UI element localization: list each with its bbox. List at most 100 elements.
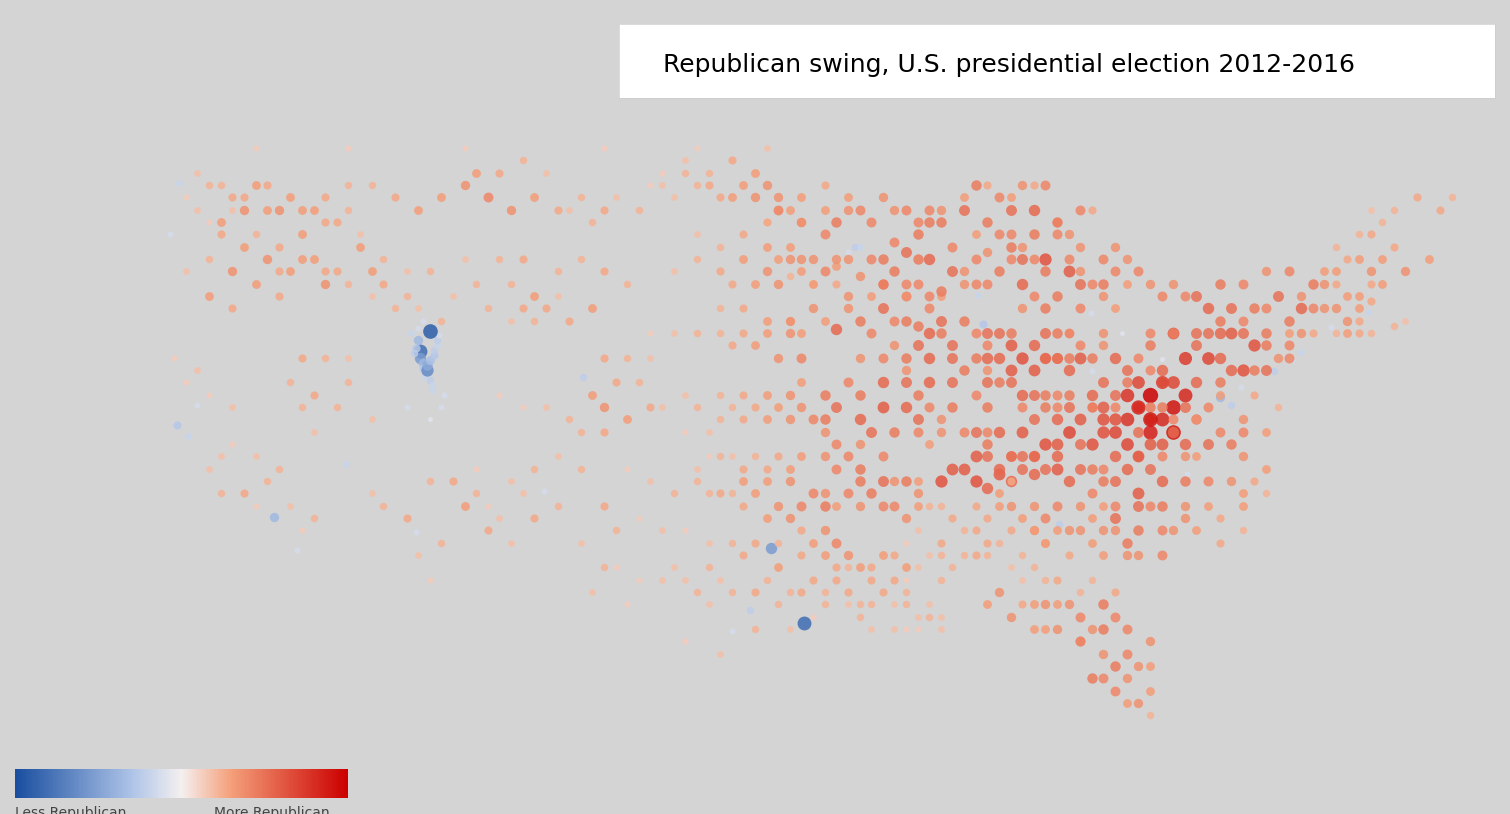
Point bbox=[951, 549, 975, 562]
Point bbox=[557, 413, 581, 426]
Point bbox=[1092, 400, 1116, 414]
Point bbox=[411, 361, 435, 374]
Point bbox=[894, 351, 918, 364]
Point bbox=[871, 376, 895, 389]
Point bbox=[720, 190, 744, 204]
Point bbox=[971, 317, 995, 330]
Point bbox=[963, 326, 988, 339]
Point bbox=[1102, 351, 1126, 364]
Point bbox=[429, 400, 453, 414]
Point bbox=[1092, 252, 1116, 265]
Point bbox=[580, 585, 604, 598]
Point bbox=[627, 376, 651, 389]
Point bbox=[1126, 524, 1151, 537]
Point bbox=[1033, 536, 1057, 549]
Point bbox=[1092, 425, 1116, 438]
Point bbox=[1139, 425, 1163, 438]
Point bbox=[696, 178, 720, 191]
Point bbox=[1320, 320, 1344, 333]
Point bbox=[406, 322, 430, 335]
Point bbox=[824, 277, 849, 290]
Point bbox=[1173, 290, 1197, 303]
Point bbox=[941, 339, 965, 352]
Point bbox=[1149, 376, 1173, 389]
Point bbox=[1068, 277, 1092, 290]
Point bbox=[569, 190, 593, 204]
Point bbox=[1114, 672, 1139, 685]
Point bbox=[1161, 400, 1185, 414]
Point bbox=[592, 351, 616, 364]
Point bbox=[1126, 487, 1151, 500]
Point bbox=[406, 549, 430, 562]
Point bbox=[988, 351, 1012, 364]
Point bbox=[415, 358, 439, 371]
Point bbox=[929, 413, 953, 426]
Point bbox=[186, 166, 210, 179]
Point bbox=[233, 487, 257, 500]
Point bbox=[337, 351, 361, 364]
Point bbox=[186, 399, 210, 412]
Point bbox=[1033, 623, 1057, 636]
Point bbox=[403, 341, 427, 354]
Point bbox=[1110, 326, 1134, 339]
Point bbox=[545, 204, 569, 217]
Point bbox=[951, 265, 975, 278]
Point bbox=[998, 561, 1022, 574]
Point bbox=[882, 499, 906, 512]
Point bbox=[766, 277, 790, 290]
Point bbox=[418, 265, 442, 278]
Point bbox=[1149, 413, 1173, 426]
Point bbox=[604, 376, 628, 389]
Point bbox=[963, 425, 988, 438]
Point bbox=[882, 425, 906, 438]
Point bbox=[1161, 425, 1185, 438]
Point bbox=[1253, 425, 1277, 438]
Point bbox=[1057, 228, 1081, 241]
Point bbox=[1394, 314, 1418, 327]
Point bbox=[824, 499, 849, 512]
Point bbox=[424, 334, 448, 347]
Point bbox=[1068, 524, 1092, 537]
Point bbox=[998, 339, 1022, 352]
Text: Less Republican: Less Republican bbox=[15, 806, 127, 814]
Point bbox=[604, 561, 628, 574]
Point bbox=[1359, 204, 1383, 217]
Point bbox=[800, 277, 824, 290]
Point bbox=[1161, 277, 1185, 290]
Point bbox=[1068, 462, 1092, 475]
Point bbox=[941, 351, 965, 364]
Point bbox=[778, 252, 802, 265]
Point bbox=[476, 302, 500, 315]
Point bbox=[302, 388, 326, 401]
Point bbox=[882, 475, 906, 488]
Point bbox=[1149, 475, 1173, 488]
Point bbox=[1022, 252, 1046, 265]
Point bbox=[649, 178, 673, 191]
Point bbox=[906, 413, 930, 426]
Point bbox=[545, 265, 569, 278]
Point bbox=[790, 216, 814, 229]
Point bbox=[1219, 326, 1243, 339]
Point bbox=[975, 277, 1000, 290]
Point bbox=[592, 265, 616, 278]
Point bbox=[1102, 302, 1126, 315]
Point bbox=[429, 536, 453, 549]
Point bbox=[580, 216, 604, 229]
Point bbox=[791, 616, 815, 629]
Point bbox=[384, 190, 408, 204]
Point bbox=[1057, 549, 1081, 562]
Point bbox=[1173, 450, 1197, 463]
Point bbox=[847, 269, 871, 282]
Point bbox=[1080, 437, 1104, 450]
Point bbox=[837, 290, 861, 303]
Point bbox=[233, 190, 257, 204]
Point bbox=[951, 277, 975, 290]
Point bbox=[1114, 437, 1139, 450]
Point bbox=[800, 610, 824, 624]
Point bbox=[615, 413, 639, 426]
Point bbox=[790, 524, 814, 537]
Point bbox=[325, 400, 349, 414]
Point bbox=[522, 462, 547, 475]
Point bbox=[488, 388, 512, 401]
Point bbox=[1010, 388, 1034, 401]
